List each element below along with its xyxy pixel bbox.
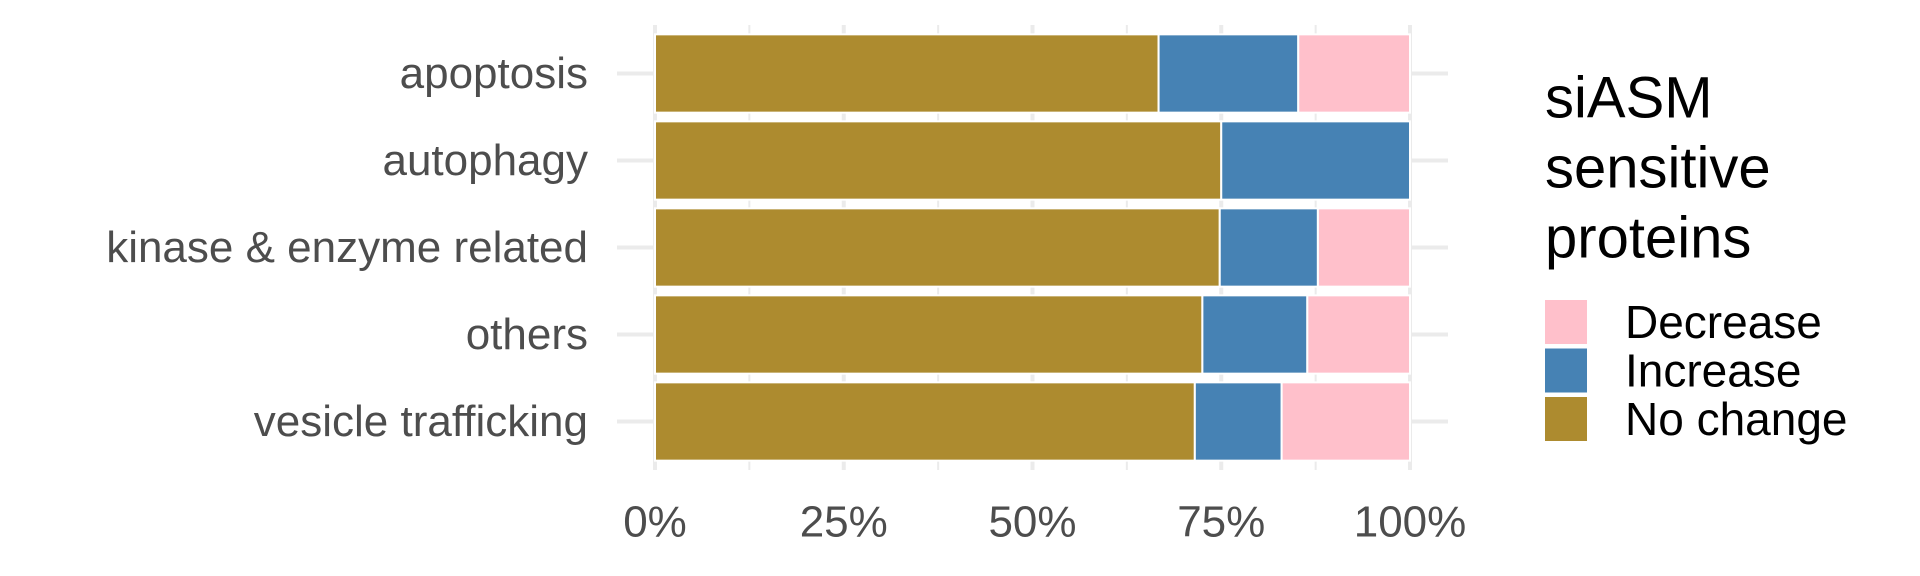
x-tick-label: 25% <box>800 498 888 547</box>
bar-apoptosis-increase <box>1157 33 1300 114</box>
bars <box>654 33 1412 462</box>
legend-title-line: sensitive <box>1545 136 1771 201</box>
legend-title-line: proteins <box>1545 206 1751 271</box>
bar-kinase-and-enzyme-related-increase <box>1218 207 1319 288</box>
bar-others-increase <box>1201 294 1309 375</box>
y-tick-label-kinase-and-enzyme-related: kinase & enzyme related <box>106 223 588 272</box>
y-tick-label-autophagy: autophagy <box>382 136 588 185</box>
legend-swatch-decrease <box>1545 300 1587 344</box>
legend-label-decrease: Decrease <box>1625 296 1822 348</box>
legend-swatch-increase <box>1545 348 1587 393</box>
x-tick-label: 50% <box>988 498 1076 547</box>
y-tick-label-others: others <box>466 310 588 359</box>
x-tick-label: 0% <box>623 498 687 547</box>
x-tick-label: 75% <box>1177 498 1265 547</box>
bar-kinase-and-enzyme-related-decrease <box>1316 207 1412 288</box>
bar-autophagy-increase <box>1220 120 1411 201</box>
bar-vesicle-trafficking-no-change <box>654 381 1196 462</box>
bar-kinase-and-enzyme-related-no-change <box>654 207 1221 288</box>
legend-label-increase: Increase <box>1625 345 1801 397</box>
legend-swatch-no-change <box>1545 397 1587 441</box>
bar-others-decrease <box>1306 294 1411 375</box>
y-tick-label-apoptosis: apoptosis <box>400 49 588 98</box>
bar-apoptosis-no-change <box>654 33 1160 114</box>
legend-title-line: siASM <box>1545 66 1713 131</box>
y-axis: apoptosis autophagy kinase & enzyme relate… <box>106 49 588 446</box>
bar-apoptosis-decrease <box>1297 33 1412 114</box>
bar-others-no-change <box>654 294 1204 375</box>
y-tick-label-vesicle-trafficking: vesicle trafficking <box>254 397 588 446</box>
x-tick-label: 100% <box>1354 498 1467 547</box>
bar-autophagy-no-change <box>654 120 1223 201</box>
bar-vesicle-trafficking-increase <box>1193 381 1283 462</box>
bar-vesicle-trafficking-decrease <box>1280 381 1412 462</box>
x-axis: 0% 25% 50% 75% 100% <box>623 498 1466 547</box>
legend-label-no-change: No change <box>1625 393 1848 445</box>
